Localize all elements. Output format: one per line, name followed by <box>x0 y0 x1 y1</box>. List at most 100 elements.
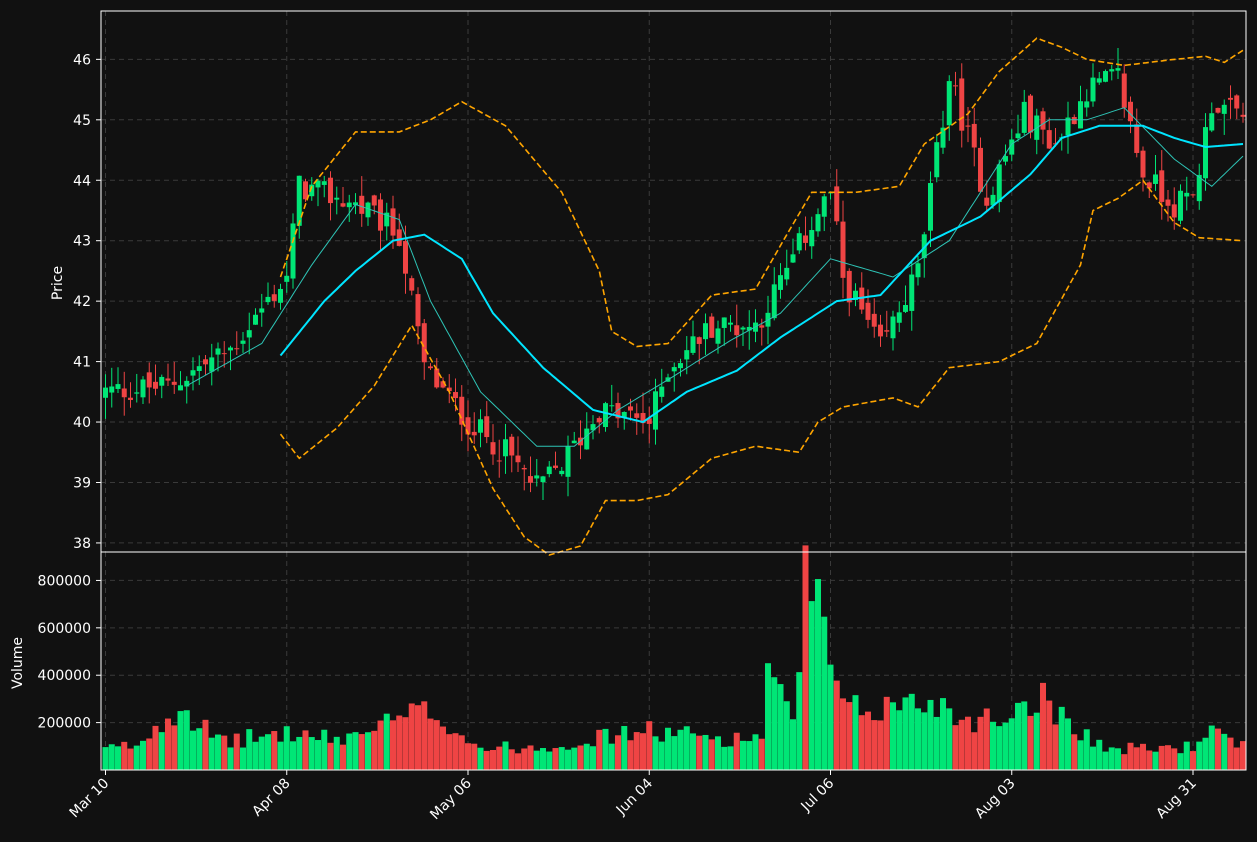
volume-bar <box>1240 741 1246 770</box>
volume-bar <box>665 727 671 770</box>
volume-bar <box>927 699 934 770</box>
candle-up <box>240 340 246 344</box>
candle-up <box>746 326 752 331</box>
volume-bar <box>1227 737 1234 770</box>
ma-slow-line <box>279 124 1244 424</box>
ma-fast-line <box>186 107 1244 447</box>
candle-up <box>703 323 708 340</box>
candle-down <box>1159 170 1165 202</box>
candle-up <box>246 330 252 338</box>
candle-up <box>309 184 315 197</box>
candle-down <box>128 397 133 400</box>
volume-bar <box>371 730 378 770</box>
volume-bar <box>340 744 346 770</box>
volume-bar <box>640 733 646 770</box>
candle-down <box>1171 204 1177 218</box>
volume-bar <box>983 708 990 770</box>
volume-bar <box>658 741 665 770</box>
candle-down <box>153 381 158 389</box>
candle-down <box>234 348 240 350</box>
volume-bar <box>846 702 853 770</box>
volume-bar <box>733 732 740 770</box>
candle-up <box>784 267 790 280</box>
volume-bar <box>721 746 728 770</box>
candle-down <box>1071 117 1077 125</box>
candle-up <box>284 275 290 282</box>
indicator-lines <box>186 37 1244 556</box>
candle-down <box>615 403 621 419</box>
candle-up <box>1021 101 1027 133</box>
volume-bar <box>240 747 246 770</box>
volume-bar <box>490 749 496 770</box>
volume-bar <box>208 737 215 770</box>
candle-down <box>1046 130 1052 149</box>
volume-tick-label: 400000 <box>38 668 91 684</box>
volume-bar <box>1015 702 1021 770</box>
candle-up <box>559 470 565 475</box>
volume-bar <box>152 725 159 770</box>
candle-up <box>103 387 108 398</box>
volume-bar <box>1233 747 1240 770</box>
volume-bar <box>602 728 609 770</box>
volume-bar <box>958 719 965 770</box>
candle-up <box>590 424 596 431</box>
candle-down <box>446 387 452 392</box>
candle-up <box>1196 174 1202 202</box>
volume-bar <box>827 664 834 770</box>
candle-up <box>215 348 221 355</box>
candle-up <box>178 385 183 391</box>
candle-up <box>334 197 340 200</box>
candle-down <box>165 378 171 381</box>
volume-bar <box>427 718 434 770</box>
candle-up <box>1209 113 1215 131</box>
volume-bar <box>1133 747 1140 770</box>
candle-up <box>540 476 546 483</box>
volume-bar <box>333 736 340 770</box>
volume-bar <box>908 693 915 770</box>
volume-bar <box>1021 701 1028 770</box>
candle-up <box>1084 101 1090 108</box>
candle-up <box>896 312 902 323</box>
volume-bar <box>1196 741 1203 770</box>
volume-bar <box>433 720 440 770</box>
volume-bar <box>1152 751 1159 770</box>
candle-up <box>534 475 540 479</box>
volume-bar <box>183 710 190 770</box>
candle-up <box>909 274 915 311</box>
volume-bar <box>452 733 459 770</box>
candle-up <box>853 290 858 300</box>
candle-up <box>1003 156 1008 162</box>
volume-bar <box>115 746 121 770</box>
volume-bar <box>583 743 590 770</box>
candle-down <box>303 181 308 200</box>
candle-down <box>528 476 533 483</box>
volume-bar <box>633 732 640 770</box>
volume-bar <box>715 736 721 770</box>
candle-down <box>390 208 396 236</box>
volume-bar <box>1202 737 1209 770</box>
candle-down <box>553 465 558 468</box>
volume-bar <box>358 734 365 770</box>
candle-down <box>971 123 977 148</box>
candle-up <box>503 439 508 457</box>
candle-down <box>846 270 852 303</box>
volume-bar <box>702 734 709 770</box>
volume-bar <box>871 720 878 770</box>
candle-down <box>1190 194 1196 196</box>
volume-bar <box>1002 722 1009 770</box>
candle-up <box>546 466 552 475</box>
volume-panel-frame <box>100 551 1247 771</box>
candle-up <box>815 214 821 232</box>
candle-down <box>509 436 515 456</box>
volume-bar <box>1033 712 1040 770</box>
volume-bar <box>902 697 909 770</box>
candle-up <box>771 284 777 319</box>
volume-bar <box>996 726 1003 770</box>
volume-bar <box>233 733 240 770</box>
volume-bar <box>727 746 734 770</box>
volume-bar <box>671 736 678 770</box>
volume-bar <box>696 735 703 770</box>
volume-bar <box>1190 751 1196 770</box>
volume-bar <box>246 729 253 770</box>
